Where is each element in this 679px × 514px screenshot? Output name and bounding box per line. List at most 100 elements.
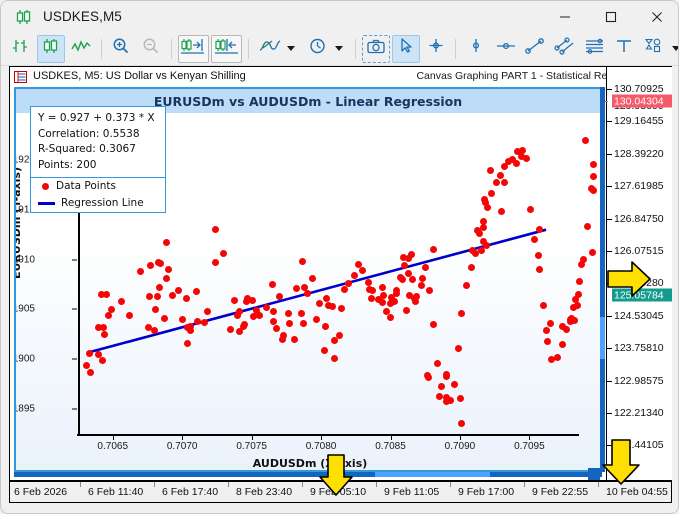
- horizontal-line-icon: [495, 37, 517, 60]
- vertical-line-button[interactable]: [462, 35, 490, 63]
- time-axis-separator: [302, 482, 303, 487]
- trendline-button[interactable]: [522, 35, 550, 63]
- scatter-point: [534, 252, 542, 260]
- zoom-out-button[interactable]: [137, 35, 165, 63]
- bar-chart-button[interactable]: [8, 35, 36, 63]
- scatter-point: [270, 307, 278, 315]
- scrollbar-corner[interactable]: [588, 468, 600, 480]
- screenshot-button[interactable]: [362, 34, 391, 63]
- time-axis-separator: [450, 482, 451, 487]
- yellow-down-arrow: [601, 438, 641, 491]
- scatter-point: [492, 179, 500, 187]
- time-axis-label: 10 Feb 04:55: [606, 486, 668, 498]
- scatter-point: [153, 293, 161, 301]
- chevron-down-icon[interactable]: [672, 46, 678, 51]
- zoom-in-button[interactable]: [107, 35, 135, 63]
- price-tick-mark: [607, 380, 612, 382]
- scatter-point: [392, 289, 400, 297]
- toolbar-separator: [355, 38, 357, 59]
- scatter-point: [285, 319, 293, 327]
- horizontal-line-button[interactable]: [492, 35, 520, 63]
- timeframes-button[interactable]: [302, 35, 350, 63]
- y-tick-mark: [72, 259, 77, 261]
- window-title: USDKES,M5: [43, 9, 122, 24]
- auto-scroll-button[interactable]: [211, 34, 243, 63]
- scatter-point: [146, 293, 154, 301]
- cursor-button[interactable]: [392, 34, 420, 63]
- fibonacci-button[interactable]: [581, 35, 609, 63]
- time-axis-label: 6 Feb 2026: [14, 486, 68, 498]
- plot-area[interactable]: EURUSDm vs AUDUSDm - Linear Regression E…: [14, 87, 602, 472]
- scatter-point: [513, 160, 521, 168]
- scatter-point: [518, 147, 526, 155]
- scatter-point: [480, 218, 488, 226]
- crosshair-button[interactable]: [422, 35, 450, 63]
- scatter-point: [212, 259, 219, 267]
- scatter-point: [145, 323, 153, 331]
- x-tick-mark: [321, 436, 323, 440]
- shapes-button[interactable]: [639, 35, 678, 63]
- price-tick-mark: [607, 251, 612, 252]
- scatter-point: [164, 266, 172, 274]
- scatter-point: [430, 246, 438, 254]
- scatter-point: [467, 264, 475, 272]
- time-axis[interactable]: 6 Feb 2026 6 Feb 11:40 6 Feb 17:40 8 Feb 23…: [9, 481, 672, 503]
- text-button[interactable]: [610, 35, 638, 63]
- scatter-point: [275, 292, 283, 300]
- maximize-button[interactable]: [588, 1, 634, 32]
- y-tick-mark: [72, 358, 77, 360]
- vertical-scrollbar-track[interactable]: [600, 87, 605, 472]
- indicators-button[interactable]: [254, 35, 302, 63]
- minimize-button[interactable]: [542, 1, 588, 32]
- scatter-point: [150, 326, 158, 334]
- scatter-point: [279, 335, 287, 343]
- scatter-point: [303, 289, 311, 297]
- scatter-point: [316, 299, 324, 307]
- scatter-point: [137, 268, 144, 276]
- scatter-point: [582, 136, 590, 144]
- chevron-down-icon[interactable]: [287, 46, 296, 51]
- scatter-point: [571, 295, 579, 303]
- line-chart-button[interactable]: [67, 35, 95, 63]
- scatter-point: [575, 278, 583, 285]
- chart-shift-right-icon: [180, 37, 206, 60]
- scatter-point: [284, 310, 292, 318]
- horizontal-scrollbar-thumb[interactable]: [375, 472, 490, 477]
- scatter-point: [249, 312, 257, 320]
- candlestick-button[interactable]: [37, 34, 65, 63]
- price-tick-label: 127.61985: [614, 180, 664, 193]
- scatter-point: [438, 382, 446, 390]
- scatter-point: [496, 172, 504, 180]
- chevron-down-icon[interactable]: [335, 46, 344, 51]
- scatter-point: [468, 247, 476, 255]
- vertical-scrollbar-thumb[interactable]: [600, 317, 605, 359]
- y-tick-mark: [72, 408, 77, 410]
- scatter-point: [410, 295, 418, 303]
- close-button[interactable]: [634, 1, 678, 32]
- horizontal-scrollbar-track[interactable]: [14, 472, 602, 477]
- scatter-point: [463, 281, 471, 289]
- x-tick-mark: [251, 436, 253, 440]
- equidistant-channel-icon: [554, 37, 576, 60]
- time-axis-label: 6 Feb 17:40: [162, 486, 219, 498]
- statistics-legend-box: Y = 0.927 + 0.373 * X Correlation: 0.553…: [30, 106, 166, 213]
- time-axis-label: 9 Feb 11:05: [384, 486, 440, 498]
- yellow-down-arrow: [318, 453, 354, 502]
- channel-button[interactable]: [551, 35, 579, 63]
- scatter-point: [243, 297, 251, 305]
- scatter-point: [589, 173, 597, 181]
- scatter-point: [184, 323, 192, 331]
- scatter-point: [235, 307, 243, 315]
- scatter-point: [292, 284, 300, 292]
- scatter-point: [252, 307, 260, 315]
- scatter-point: [408, 251, 416, 259]
- chart-window[interactable]: USDKES, M5: US Dollar vs Kenyan Shilling…: [9, 66, 672, 481]
- shift-end-button[interactable]: [177, 34, 210, 63]
- scatter-point: [203, 307, 211, 315]
- scatter-point: [527, 206, 535, 214]
- scatter-point: [312, 316, 320, 324]
- scatter-point: [457, 394, 465, 402]
- ask-price-badge: 130.04304: [612, 94, 672, 108]
- toolbar-separator: [100, 38, 102, 59]
